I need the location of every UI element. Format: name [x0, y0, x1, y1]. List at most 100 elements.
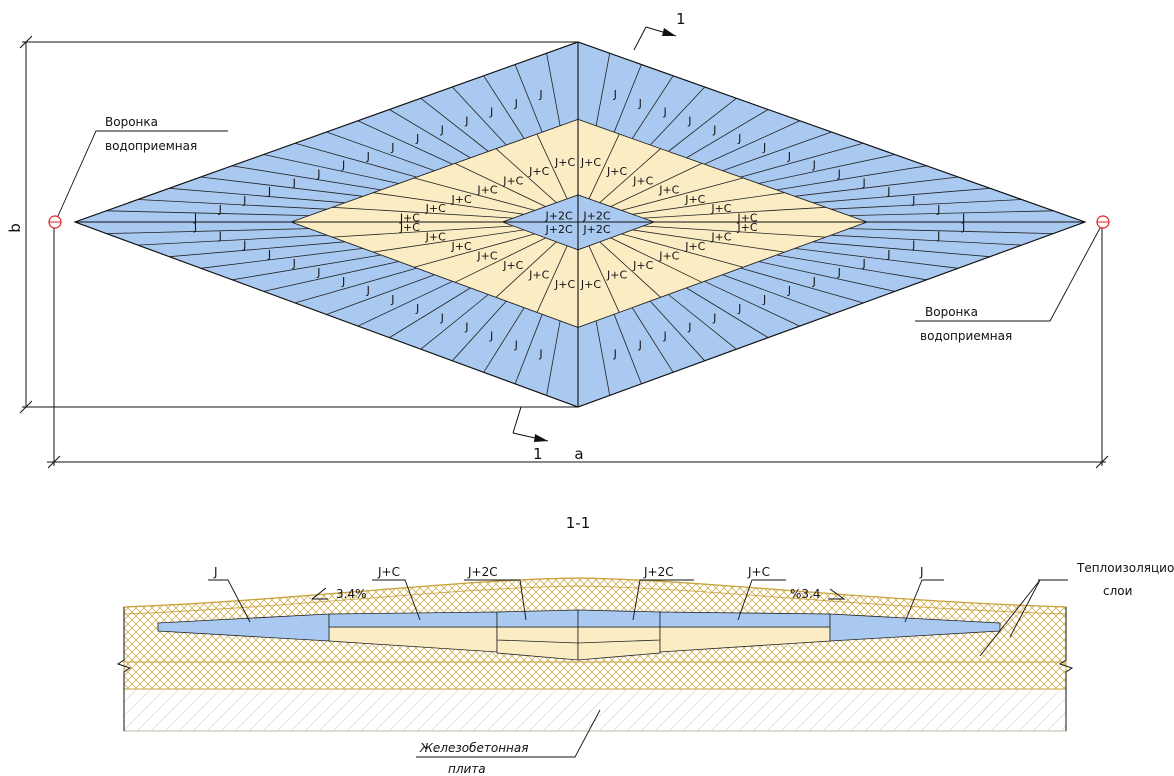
- plan-tile-divider: [758, 154, 895, 184]
- plan-tile-label-outer: J: [341, 159, 345, 172]
- plan-tile-divider: [263, 154, 399, 184]
- plan-tile-label-inner: J+2C: [545, 209, 573, 222]
- plan-tile-divider: [326, 131, 435, 172]
- plan-tile-label-middle: J+C: [476, 184, 497, 197]
- funnel-left-callout: Воронка водоприемная: [57, 115, 228, 217]
- callout-j-right: J: [919, 565, 924, 579]
- plan-tile-divider: [373, 192, 525, 215]
- plan-tile-divider: [357, 280, 453, 327]
- plan-tile-label-outer: J: [712, 123, 716, 136]
- plan-tile-divider: [536, 245, 568, 313]
- plan-tile-label-outer: J: [341, 275, 345, 288]
- plan-tile-divider: [514, 314, 543, 385]
- plan-tile-divider: [610, 237, 703, 283]
- plan-tile-label-outer: J: [514, 339, 518, 352]
- plan-tile-labels: J J J J J J J J J J J J J J J J+C J+C J+C J+C J+C J+C J+C J+2C…: [193, 88, 965, 361]
- plan-tile-label-outer: J: [316, 167, 320, 180]
- plan-tile-label-middle: J+C: [606, 268, 627, 281]
- plan-tile-label-outer: J: [193, 221, 197, 234]
- plan-tile-divider: [588, 133, 620, 200]
- callout-jc-left: J+C: [377, 565, 400, 579]
- section-title: 1-1: [566, 514, 591, 532]
- plan-tile-label-outer: J: [762, 293, 766, 306]
- plan-tile-label-middle: J+C: [476, 249, 497, 262]
- plan-tile-divider: [643, 206, 826, 219]
- plan-tile-divider: [454, 163, 546, 207]
- plan-tile-label-middle: J+C: [425, 230, 446, 243]
- plan-tile-divider: [169, 187, 346, 204]
- plan-tile-divider: [776, 165, 927, 191]
- plan-tile-divider: [776, 254, 927, 281]
- plan-tile-label-outer: J: [936, 230, 940, 243]
- plan-tile-label-outer: J: [787, 150, 791, 163]
- plan-tile-label-middle: J+C: [684, 240, 705, 253]
- plan-tile-divider: [483, 307, 525, 373]
- plan-tile-divider: [514, 64, 543, 133]
- plan-tile-label-inner: J+2C: [582, 223, 610, 236]
- plan-tile-divider: [621, 233, 744, 268]
- plan-tile-label-outer: J: [267, 185, 271, 198]
- slope-right: %3.4: [790, 587, 846, 601]
- plan-tile-divider: [595, 320, 611, 396]
- plan-tile-divider: [332, 225, 514, 238]
- plan-tile-label-middle: J+C: [528, 268, 549, 281]
- section-mark-top: 1: [633, 10, 686, 51]
- plan-tile-label-inner: J+2C: [545, 223, 573, 236]
- plan-tile-divider: [631, 75, 674, 139]
- plan-tile-divider: [495, 148, 557, 203]
- plan-tile-divider: [649, 86, 706, 146]
- block-j2c-left-upper: [496, 626, 579, 644]
- plan-tile-label-outer: J: [961, 221, 965, 234]
- plan-tile-label-outer: J: [886, 185, 890, 198]
- plan-tile-divider: [599, 148, 661, 203]
- plan-tile-label-middle: J+C: [528, 165, 549, 178]
- plan-tile-label-middle: J+C: [606, 165, 627, 178]
- plan-tile-label-middle: J+C: [736, 211, 757, 224]
- plan-tile-divider: [740, 142, 864, 178]
- plan-tile-divider: [812, 187, 990, 204]
- plan-tile-divider: [452, 86, 507, 146]
- plan-tile-divider: [414, 177, 536, 211]
- plan-tile-label-outer: J: [366, 284, 370, 297]
- plan-tile-label-outer: J: [687, 320, 691, 333]
- plan-tile-label-outer: J: [787, 284, 791, 297]
- block-j-left: [157, 613, 330, 642]
- plan-tile-label-inner: J+2C: [582, 209, 610, 222]
- plan-tile-label-outer: J: [911, 239, 915, 252]
- plan-tile-divider: [137, 234, 328, 246]
- plan-tile-divider: [106, 228, 310, 234]
- plan-tile-label-middle: J+C: [502, 174, 523, 187]
- plan-tile-divider: [613, 314, 642, 385]
- plan-tile-label-outer: J: [861, 257, 865, 270]
- plan-tile-divider: [452, 300, 507, 362]
- plan-tile-divider: [794, 176, 959, 197]
- plan-tile-divider: [758, 261, 895, 292]
- plan-tile-label-outer: J: [316, 266, 320, 279]
- plan-tile-label-outer: J: [538, 348, 542, 361]
- plan-tile-label-outer: J: [662, 106, 666, 119]
- plan-tile-divider: [722, 274, 832, 315]
- plan-tile-label-middle: J+C: [425, 202, 446, 215]
- plan-tile-label-outer: J: [464, 320, 468, 333]
- section-callouts: J J+C J+2C J+2C J+C J: [208, 565, 944, 623]
- plan-tile-label-middle: J+C: [580, 156, 601, 169]
- slope-right-label: %3.4: [790, 587, 821, 601]
- plan-tile-label-outer: J: [613, 88, 617, 101]
- section-mark-top-label: 1: [676, 10, 686, 28]
- plan-tile-label-outer: J: [390, 293, 394, 306]
- section-view: 1-1 J: [116, 514, 1174, 776]
- plan-tile-label-outer: J: [837, 266, 841, 279]
- section-mark-bottom-label: 1: [533, 445, 543, 463]
- plan-tile-label-outer: J: [638, 97, 642, 110]
- insulation-label-line2: слои: [1103, 584, 1132, 598]
- plan-tile-divider: [668, 294, 737, 350]
- plan-tile-label-outer: J: [292, 257, 296, 270]
- plan-tile-divider: [294, 142, 417, 178]
- plan-tile-divider: [848, 210, 1054, 216]
- plan-tile-divider: [632, 229, 785, 253]
- plan-tile-label-middle: J+C: [554, 278, 575, 291]
- plan-tile-divider: [414, 233, 536, 268]
- plan-tile-label-outer: J: [218, 203, 222, 216]
- plan-tile-label-outer: J: [837, 167, 841, 180]
